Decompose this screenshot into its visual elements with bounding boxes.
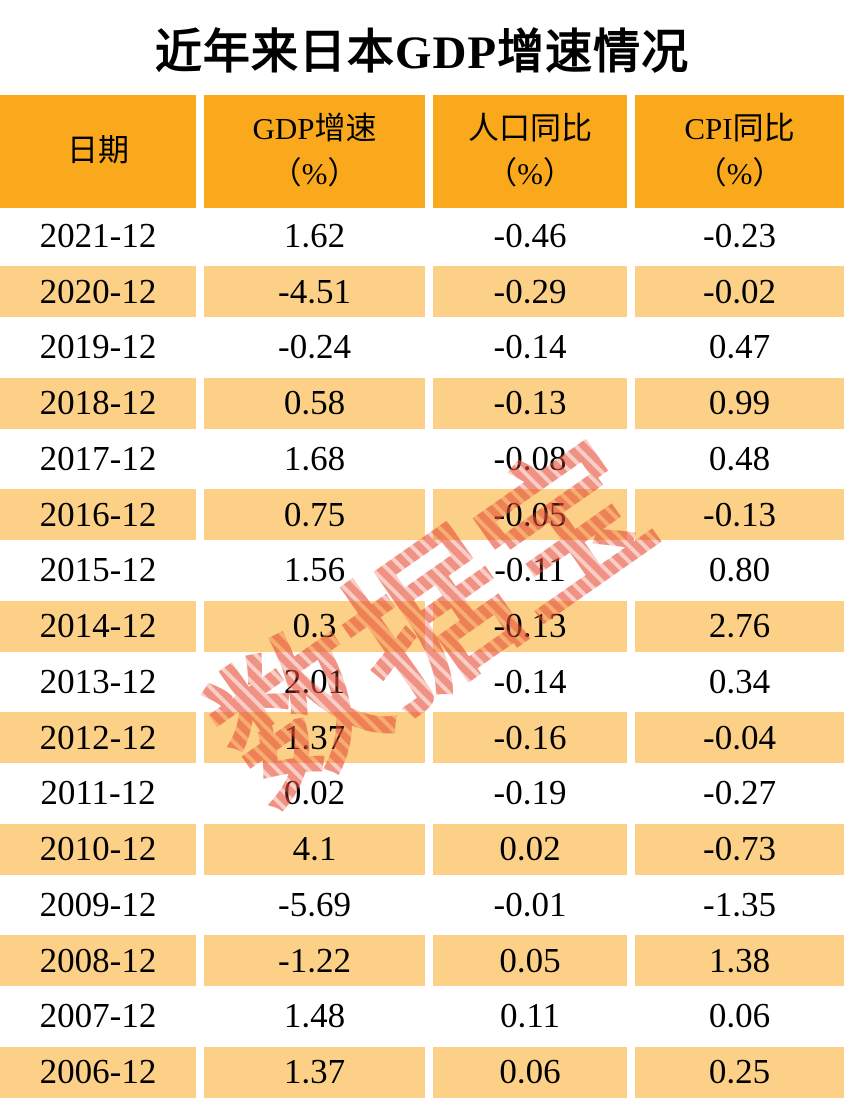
population-cell: -0.14: [493, 661, 567, 701]
cpi-cell: -0.02: [635, 266, 844, 317]
table-row: 2015-12 1.56 -0.11 0.80: [0, 543, 844, 599]
table-row: 2019-12 -0.24 -0.14 0.47: [0, 320, 844, 376]
gdp-cell: -5.69: [278, 884, 351, 924]
gdp-cell: 1.62: [283, 215, 346, 255]
cpi-cell: 1.38: [635, 935, 844, 986]
table-row: 2020-12 -4.51 -0.29 -0.02: [0, 264, 844, 320]
date-cell: 2013-12: [39, 661, 157, 701]
gdp-cell: 0.75: [204, 489, 425, 540]
cpi-cell: 0.34: [708, 661, 771, 701]
date-cell: 2018-12: [0, 377, 196, 429]
table-row: 2006-12 1.37 0.06 0.25: [0, 1044, 844, 1100]
cpi-cell: 0.99: [635, 377, 844, 429]
population-cell: -0.19: [493, 773, 567, 813]
gdp-cell: 1.37: [204, 1046, 425, 1098]
header-unit: （%）: [486, 155, 574, 191]
population-cell: -0.46: [493, 215, 567, 255]
population-cell: -0.13: [433, 600, 627, 652]
population-cell: -0.08: [493, 438, 567, 478]
date-cell: 2014-12: [0, 600, 196, 652]
table-row: 2007-12 1.48 0.11 0.06: [0, 989, 844, 1045]
population-cell: -0.05: [433, 489, 627, 540]
table-row: 2016-12 0.75 -0.05 -0.13: [0, 487, 844, 543]
header-label: 人口同比: [468, 110, 592, 146]
cpi-cell: 0.47: [708, 327, 771, 367]
date-cell: 2019-12: [39, 327, 157, 367]
population-cell: 0.11: [500, 996, 560, 1036]
date-cell: 2015-12: [39, 550, 157, 590]
population-cell: 0.05: [433, 935, 627, 986]
table-row: 2017-12 1.68 -0.08 0.48: [0, 431, 844, 487]
date-cell: 2010-12: [0, 823, 196, 875]
table-row: 2014-12 0.3 -0.13 2.76: [0, 598, 844, 654]
date-cell: 2007-12: [39, 996, 157, 1036]
table-row: 2021-12 1.62 -0.46 -0.23: [0, 208, 844, 264]
table-row: 2013-12 2.01 -0.14 0.34: [0, 654, 844, 710]
gdp-cell: -0.24: [278, 327, 351, 367]
header-label: GDP增速: [252, 110, 377, 146]
population-cell: -0.14: [493, 327, 567, 367]
header-cell-gdp: GDP增速 （%）: [204, 95, 425, 208]
date-cell: 2021-12: [39, 215, 157, 255]
date-cell: 2009-12: [39, 884, 157, 924]
cpi-cell: 2.76: [635, 600, 844, 652]
population-cell: -0.29: [433, 266, 627, 317]
gdp-cell: 4.1: [204, 823, 425, 875]
cpi-cell: 0.48: [708, 438, 771, 478]
cpi-cell: -0.04: [635, 712, 844, 763]
gdp-cell: 1.37: [204, 712, 425, 763]
population-cell: -0.13: [433, 377, 627, 429]
header-cell-cpi: CPI同比 （%）: [635, 95, 844, 208]
gdp-cell: -1.22: [204, 935, 425, 986]
gdp-cell: 1.56: [283, 550, 346, 590]
cpi-cell: -0.27: [703, 773, 776, 813]
date-cell: 2016-12: [0, 489, 196, 540]
header-unit: （%）: [695, 155, 784, 191]
population-cell: 0.06: [433, 1046, 627, 1098]
cpi-cell: -0.23: [703, 215, 776, 255]
table-row: 2012-12 1.37 -0.16 -0.04: [0, 710, 844, 766]
cpi-cell: -0.73: [635, 823, 844, 875]
date-cell: 2006-12: [0, 1046, 196, 1098]
page-title: 近年来日本GDP增速情况: [154, 27, 690, 79]
gdp-table: 日期 GDP增速 （%） 人口同比 （%） CPI同比 （%） 2021-12 …: [0, 95, 844, 1100]
header-unit: （%）: [270, 155, 359, 191]
page-title-area: 近年来日本GDP增速情况: [0, 0, 844, 95]
table-row: 2009-12 -5.69 -0.01 -1.35: [0, 877, 844, 933]
header-cell-date: 日期: [0, 95, 196, 208]
table-row: 2008-12 -1.22 0.05 1.38: [0, 933, 844, 989]
cpi-cell: -1.35: [703, 884, 776, 924]
table-row: 2018-12 0.58 -0.13 0.99: [0, 375, 844, 431]
table-row: 2010-12 4.1 0.02 -0.73: [0, 821, 844, 877]
date-cell: 2017-12: [39, 438, 157, 478]
date-cell: 2008-12: [0, 935, 196, 986]
table-row: 2011-12 0.02 -0.19 -0.27: [0, 766, 844, 822]
gdp-cell: 2.01: [283, 661, 346, 701]
gdp-cell: 1.68: [283, 438, 346, 478]
table-header-row: 日期 GDP增速 （%） 人口同比 （%） CPI同比 （%）: [0, 95, 844, 208]
gdp-cell: 1.48: [283, 996, 346, 1036]
date-cell: 2011-12: [40, 773, 156, 813]
header-label: CPI同比: [684, 110, 795, 146]
population-cell: -0.11: [494, 550, 566, 590]
cpi-cell: 0.06: [708, 996, 771, 1036]
population-cell: -0.16: [433, 712, 627, 763]
table-body: 2021-12 1.62 -0.46 -0.23 2020-12 -4.51 -…: [0, 208, 844, 1100]
date-cell: 2012-12: [0, 712, 196, 763]
population-cell: -0.01: [493, 884, 567, 924]
gdp-cell: 0.58: [204, 377, 425, 429]
population-cell: 0.02: [433, 823, 627, 875]
gdp-cell: -4.51: [204, 266, 425, 317]
gdp-cell: 0.3: [204, 600, 425, 652]
cpi-cell: 0.80: [708, 550, 771, 590]
date-cell: 2020-12: [0, 266, 196, 317]
header-cell-population: 人口同比 （%）: [433, 95, 627, 208]
cpi-cell: 0.25: [635, 1046, 844, 1098]
gdp-cell: 0.02: [283, 773, 346, 813]
header-label: 日期: [67, 133, 129, 169]
cpi-cell: -0.13: [635, 489, 844, 540]
